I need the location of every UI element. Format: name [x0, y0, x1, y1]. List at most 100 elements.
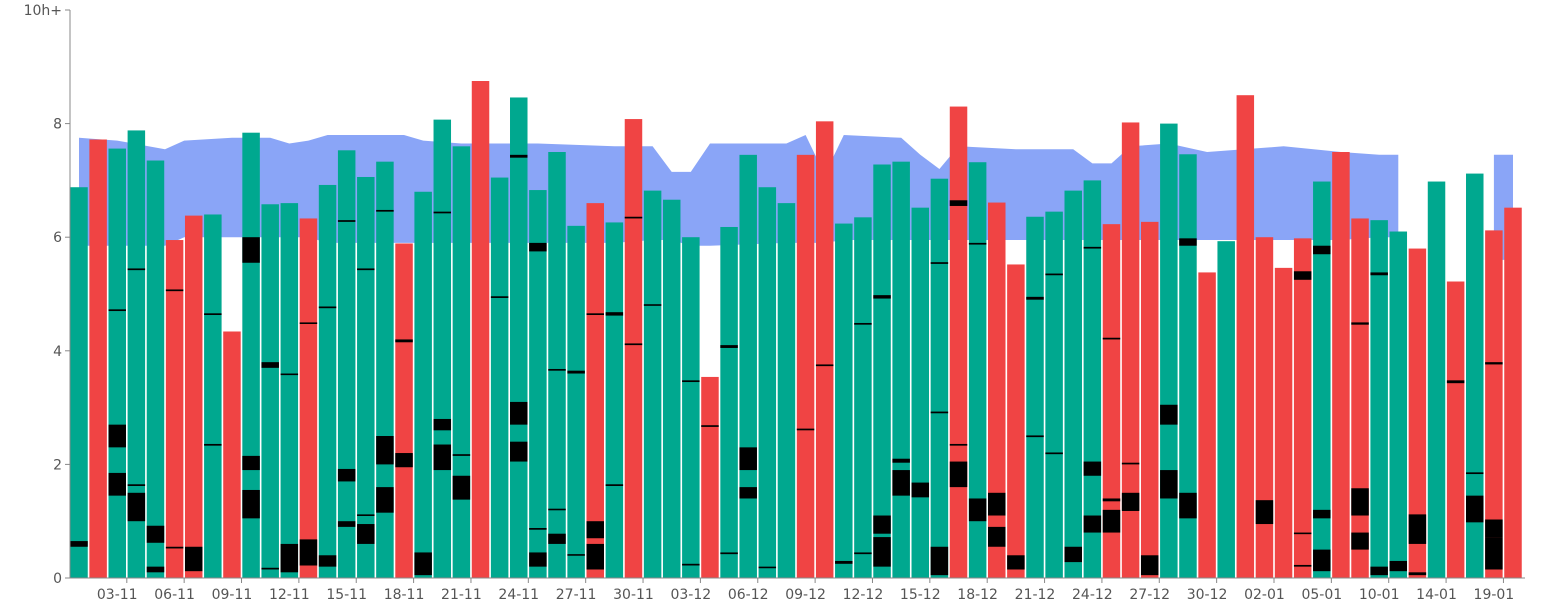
x-tick-label: 21-11 — [441, 587, 482, 603]
awake-segment — [739, 487, 757, 499]
awake-segment — [242, 489, 260, 519]
awake-segment — [1370, 566, 1388, 576]
bar-52 — [1064, 190, 1082, 578]
bar-9 — [242, 132, 260, 578]
bar-50 — [1026, 216, 1044, 578]
awake-segment — [280, 543, 299, 573]
x-tick-label: 02-01 — [1244, 587, 1285, 603]
awake-segment — [452, 475, 471, 500]
awake-segment — [949, 443, 968, 446]
bar-short — [624, 119, 643, 578]
awake-segment — [510, 154, 528, 158]
awake-segment — [1351, 532, 1369, 550]
bar-good — [280, 203, 299, 578]
x-tick-label: 15-12 — [900, 587, 941, 603]
bar-short — [395, 243, 413, 578]
x-tick-label: 12-12 — [843, 587, 884, 603]
bar-good — [1466, 173, 1484, 578]
awake-segment — [1045, 452, 1063, 455]
awake-segment — [1064, 546, 1082, 563]
bar-64 — [1293, 238, 1312, 578]
bar-good — [873, 164, 891, 578]
bar-47 — [968, 162, 987, 578]
awake-segment — [949, 200, 968, 206]
bar-good — [1427, 181, 1446, 579]
awake-segment — [1293, 271, 1312, 280]
awake-segment — [739, 447, 757, 471]
bar-75 — [1504, 207, 1522, 578]
awake-segment — [1351, 488, 1369, 516]
awake-segment — [433, 418, 452, 431]
awake-segment — [70, 541, 88, 547]
awake-segment — [815, 364, 834, 367]
awake-segment — [567, 554, 585, 556]
awake-segment — [376, 209, 394, 212]
bar-good — [739, 154, 757, 578]
awake-segment — [1408, 572, 1427, 576]
bar-good — [1026, 216, 1044, 578]
bar-short — [471, 81, 490, 578]
awake-segment — [682, 380, 700, 383]
awake-segment — [1045, 273, 1063, 276]
awake-segment — [1485, 519, 1503, 538]
bar-short — [184, 215, 203, 578]
bar-70 — [1408, 248, 1427, 578]
awake-segment — [586, 521, 604, 539]
bar-good — [643, 190, 662, 578]
awake-segment — [605, 312, 624, 316]
awake-segment — [892, 458, 910, 463]
awake-segment — [892, 470, 910, 496]
awake-segment — [395, 453, 413, 468]
bar-38 — [796, 154, 815, 578]
awake-segment — [261, 567, 279, 570]
bar-32 — [682, 237, 700, 578]
bar-19 — [433, 119, 452, 579]
bar-good — [605, 222, 624, 578]
awake-segment — [930, 262, 949, 264]
awake-segment — [108, 309, 126, 312]
awake-segment — [1351, 322, 1369, 325]
bar-63 — [1274, 267, 1293, 578]
bar-good — [108, 148, 126, 578]
y-tick-label: 4 — [53, 344, 62, 360]
awake-segment — [337, 468, 356, 482]
bar-good — [357, 176, 375, 579]
bar-good — [433, 119, 452, 579]
axes — [69, 10, 1525, 579]
bar-short — [701, 376, 719, 578]
awake-segment — [701, 425, 719, 427]
awake-segment — [624, 216, 643, 219]
bar-41 — [854, 217, 872, 578]
x-tick-label: 27-11 — [556, 587, 597, 603]
awake-segment — [490, 296, 509, 298]
bar-37 — [777, 203, 796, 578]
bar-44 — [911, 207, 930, 578]
bar-51 — [1045, 211, 1063, 578]
awake-segment — [280, 373, 299, 376]
bar-40 — [835, 223, 853, 578]
x-tick-label: 09-11 — [212, 587, 253, 603]
x-tick-label: 12-11 — [269, 587, 310, 603]
bar-good — [1389, 231, 1408, 578]
bar-good — [1083, 180, 1102, 578]
bar-good — [318, 184, 337, 578]
x-tick-label: 03-11 — [97, 587, 138, 603]
awake-segment — [1408, 514, 1427, 544]
awake-segment — [204, 443, 222, 446]
bar-16 — [376, 161, 394, 578]
awake-segment — [873, 537, 891, 567]
bar-good — [337, 150, 356, 579]
awake-segment — [567, 370, 585, 374]
bar-61 — [1236, 95, 1255, 578]
bar-59 — [1198, 272, 1216, 578]
bar-short — [223, 331, 241, 578]
awake-segment — [127, 268, 146, 271]
awake-segment — [1466, 495, 1484, 523]
awake-segment — [204, 313, 222, 316]
y-ticks: 0 2 4 6 8 10h+ — [24, 3, 70, 587]
bar-good — [548, 152, 566, 578]
bar-71 — [1427, 181, 1446, 579]
bar-72 — [1446, 281, 1465, 578]
bar-23 — [510, 97, 528, 578]
